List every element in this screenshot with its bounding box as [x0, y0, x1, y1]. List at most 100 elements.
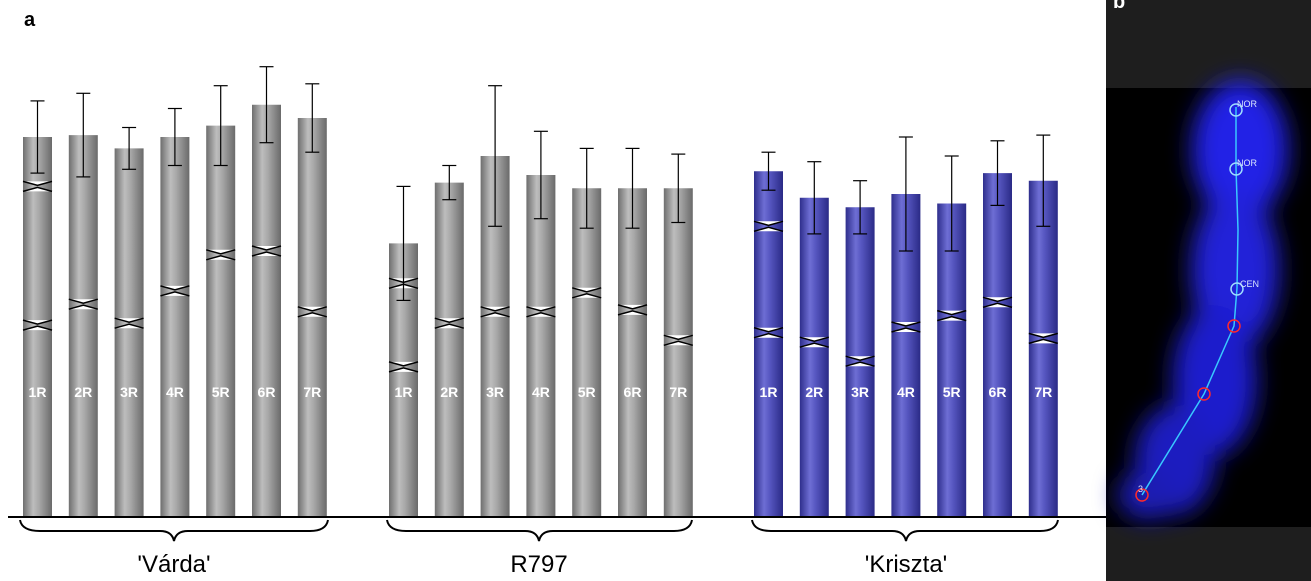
centromere-edge-bottom	[388, 367, 419, 373]
chromosome-label: 3R	[851, 384, 869, 400]
marker-red-2	[1197, 387, 1211, 401]
chromosome-label: 3R	[120, 384, 138, 400]
chromosome-segment	[114, 328, 144, 517]
chromosome-segment	[389, 371, 418, 517]
label-tip: 3	[1138, 484, 1143, 494]
centromere-edge-bottom	[434, 323, 464, 329]
label-nor-2: NOR	[1237, 158, 1258, 168]
ideogram-layer: 1R 2R 3R 4R 5R 6R 7R 1R 2R 3R 4R 5R 6R 7R 1R 2R 3R 4R 5R 6R…	[22, 66, 1058, 517]
chromosome-0-3R: 3R	[114, 126, 144, 517]
micrograph-panel: NOR NOR CEN 3	[1106, 0, 1311, 581]
centromere-edge-top	[434, 317, 464, 323]
chromosome-2-1R: 1R	[753, 151, 784, 517]
centromere-edge-bottom	[480, 312, 510, 318]
label-nor-1: NOR	[1237, 99, 1258, 109]
chromosome-label: 6R	[258, 384, 276, 400]
trace-line	[1141, 107, 1239, 496]
chromosome-segment	[526, 316, 556, 517]
chromosome-segment	[663, 345, 693, 517]
centromere-edge-bottom	[753, 226, 784, 233]
chromosome-label: 7R	[669, 384, 687, 400]
centromere-edge-top	[22, 180, 53, 187]
centromere-edge-bottom	[22, 325, 53, 331]
chromosome-label: 7R	[303, 384, 321, 400]
chromosome-segment	[572, 188, 602, 288]
micrograph-bottom-margin	[1106, 527, 1311, 581]
chromosome-label: 2R	[74, 384, 92, 400]
chromosome-segment	[252, 104, 281, 246]
centromere-edge-top	[251, 245, 282, 251]
centromere-edge-bottom	[114, 323, 144, 329]
chromosome-2-6R: 6R	[982, 140, 1013, 517]
centromere-edge-bottom	[297, 312, 327, 318]
centromere-edge-bottom	[799, 342, 829, 348]
chromosome-label: 2R	[805, 384, 823, 400]
chromosome-segment	[891, 332, 921, 517]
chromosome-2-2R: 2R	[799, 161, 829, 517]
centromere-edge-bottom	[753, 332, 784, 339]
chromosome-segment	[480, 316, 510, 517]
chromosome-segment	[480, 156, 510, 307]
centromere-edge-bottom	[68, 304, 98, 310]
centromere-edge-bottom	[617, 310, 648, 316]
brace-r797	[386, 519, 693, 542]
chromosome-label: 1R	[760, 384, 778, 400]
chromosome-label: 5R	[943, 384, 961, 400]
chromosome-2-5R: 5R	[937, 155, 967, 517]
centromere-edge-top	[891, 321, 921, 327]
chromosome-label: 5R	[212, 384, 230, 400]
chromosome-1-5R: 5R	[572, 147, 602, 517]
chromosome-segment	[983, 307, 1012, 517]
chromosome-2-7R: 7R	[1028, 134, 1058, 517]
chromosome-segment	[206, 259, 236, 517]
chromosome-segment	[297, 316, 327, 517]
centromere-edge-bottom	[206, 255, 236, 261]
centromere-edge-top	[22, 319, 53, 325]
chromosome-0-7R: 7R	[297, 83, 327, 517]
chromosome-segment	[983, 173, 1012, 298]
micrograph-top-margin	[1106, 0, 1311, 88]
chromosome-fluorescence	[1118, 80, 1288, 520]
brace-varda	[19, 519, 329, 542]
chromosome-2-3R: 3R	[845, 180, 875, 517]
centromere-edge-top	[753, 220, 784, 227]
chromosome-segment	[891, 194, 921, 322]
centromere-edge-top	[206, 249, 236, 255]
chromosome-segment	[206, 125, 236, 250]
chromosome-label: 4R	[897, 384, 915, 400]
chromosome-segment	[937, 203, 967, 311]
chromosome-2-4R: 4R	[891, 136, 921, 517]
chromosome-label: 3R	[486, 384, 504, 400]
chromosome-label: 2R	[440, 384, 458, 400]
centromere-edge-bottom	[1028, 338, 1058, 345]
chromosome-segment	[434, 328, 464, 517]
chromosome-segment	[799, 347, 829, 517]
centromere-edge-bottom	[891, 327, 921, 333]
centromere-edge-bottom	[937, 315, 967, 322]
chromosome-segment	[754, 171, 783, 222]
chromosome-segment	[160, 295, 190, 517]
centromere-edge-bottom	[845, 361, 875, 367]
centromere-edge-top	[937, 309, 967, 316]
panel-b-letter: b	[1113, 0, 1125, 13]
centromere-edge-bottom	[22, 186, 53, 193]
chromosome-segment	[937, 320, 967, 517]
chromosome-segment	[68, 309, 98, 517]
centromere-edge-bottom	[526, 312, 556, 318]
chromosome-segment	[754, 231, 783, 328]
centromere-edge-top	[297, 306, 327, 312]
centromere-edge-top	[68, 298, 98, 304]
centromere-edge-top	[114, 317, 144, 323]
centromere-edge-bottom	[572, 293, 602, 299]
chromosome-label: 4R	[166, 384, 184, 400]
chromosome-label: 1R	[29, 384, 47, 400]
centromere-edge-top	[526, 306, 556, 312]
chromosome-label: 5R	[578, 384, 596, 400]
centromere-edge-top	[845, 355, 875, 361]
centromere-edge-top	[388, 361, 419, 367]
centromere-edge-top	[572, 287, 602, 293]
chromosome-1-2R: 2R	[434, 164, 464, 517]
chromosome-0-5R: 5R	[206, 85, 236, 517]
chromosome-segment	[160, 137, 190, 286]
marker-cen	[1230, 282, 1244, 296]
